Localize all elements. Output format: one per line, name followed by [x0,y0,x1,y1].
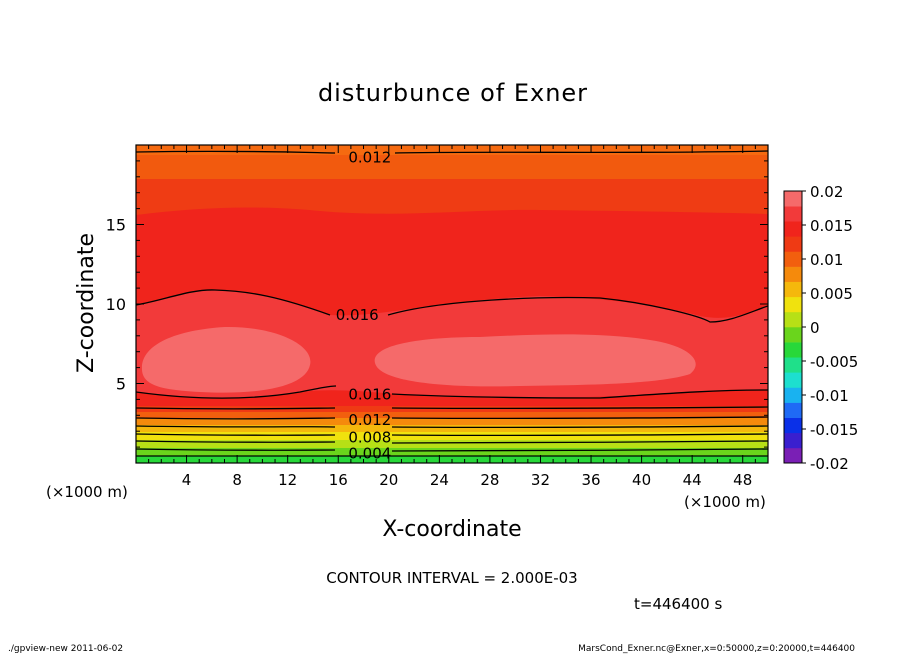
x-tick-label: 12 [278,471,297,489]
contour-line-0012 [136,416,768,420]
colorbar-swatch [784,432,802,449]
x-unit-label-left: (×1000 m) [46,483,128,501]
colorbar-tick-label: -0.005 [810,353,858,371]
band-1 [136,406,768,412]
colorbar-tick-label: 0.015 [810,217,853,235]
x-unit-label-right: (×1000 m) [684,493,766,511]
colorbar-swatch [784,387,802,403]
contour-line-0006 [136,440,768,444]
colorbar-swatch [784,402,802,418]
band-top [136,145,768,155]
band-orange [136,155,768,179]
band-6 [136,440,768,448]
y-tick-labels: 5 10 15 [106,216,126,394]
colorbar-swatch [784,206,802,222]
contour-line-0016-upper [136,289,768,323]
x-tick-label: 44 [683,471,702,489]
colorbar-swatch [784,191,802,207]
colorbar-swatch [784,417,802,434]
chart-title: disturbunce of Exner [318,79,588,107]
colorbar-swatch [784,372,802,388]
axis-ticks [136,145,768,463]
max-blob-left [141,326,311,393]
colorbar-swatch [784,281,802,298]
footer-right: MarsCond_Exner.nc@Exner,x=0:50000,z=0:20… [578,644,855,654]
contour-line-0014 [136,406,768,410]
x-tick-label: 8 [232,471,242,489]
colorbar-swatch [784,236,802,252]
footer-left: ./gpview-new 2011-06-02 [8,644,123,654]
x-tick-label: 20 [379,471,398,489]
x-tick-label: 24 [430,471,449,489]
contour-line-0012-top [136,150,768,154]
y-tick-label: 15 [106,216,126,235]
y-axis-label: Z-coordinate [74,233,99,373]
time-label: t=446400 s [634,595,722,613]
contour-line-0010 [136,425,768,429]
colorbar-swatch [784,251,802,267]
colorbar-swatch [784,447,802,464]
y-tick-label: 10 [106,295,126,314]
contour-label: 0.012 [348,149,391,167]
contour-label: 0.004 [348,444,391,462]
contour-label: 0.008 [348,429,391,447]
colorbar-swatch [784,342,802,358]
colorbar-tick-labels: 0.02 0.015 0.01 0.005 0 -0.005 -0.01 -0.015 -0.0… [802,183,858,473]
band-7 [136,448,768,456]
colorbar-swatch [784,357,802,373]
x-tick-label: 32 [531,471,550,489]
x-axis-label: X-coordinate [382,517,521,542]
x-tick-label: 40 [632,471,651,489]
band-5 [136,432,768,440]
colorbar-swatch [784,296,802,313]
contour-label: 0.016 [348,386,391,404]
colorbar [783,190,803,464]
colorbar-tick-label: -0.01 [810,387,849,405]
x-tick-label: 28 [480,471,499,489]
x-tick-label: 16 [329,471,348,489]
colorbar-swatch [784,311,802,328]
contour-line-0004 [136,448,768,452]
colorbar-tick-label: 0 [810,319,820,337]
band-3 [136,418,768,425]
colorbar-swatch [784,266,802,282]
contour-line-0002 [136,455,768,458]
colorbar-tick-label: -0.015 [810,421,858,439]
colorbar-tick-label: -0.02 [810,455,849,473]
x-tick-label: 4 [182,471,192,489]
x-tick-labels: 4 8 12 16 20 24 28 32 36 40 44 48 [182,471,752,489]
colorbar-tick-label: 0.01 [810,251,843,269]
colorbar-swatch [784,327,802,343]
band-4 [136,425,768,432]
contour-line-0008 [136,433,768,437]
colorbar-tick-label: 0.02 [810,183,843,201]
contour-label: 0.016 [336,306,379,324]
contour-interval-text: CONTOUR INTERVAL = 2.000E-03 [326,569,577,587]
colorbar-swatch [784,221,802,237]
contour-line-0016-lower [136,385,768,399]
y-tick-label: 5 [116,375,126,394]
x-tick-label: 48 [733,471,752,489]
colorbar-tick-label: 0.005 [810,285,853,303]
max-blob-right [374,334,696,387]
contour-label: 0.012 [348,411,391,429]
x-tick-label: 36 [581,471,600,489]
band-2 [136,412,768,418]
